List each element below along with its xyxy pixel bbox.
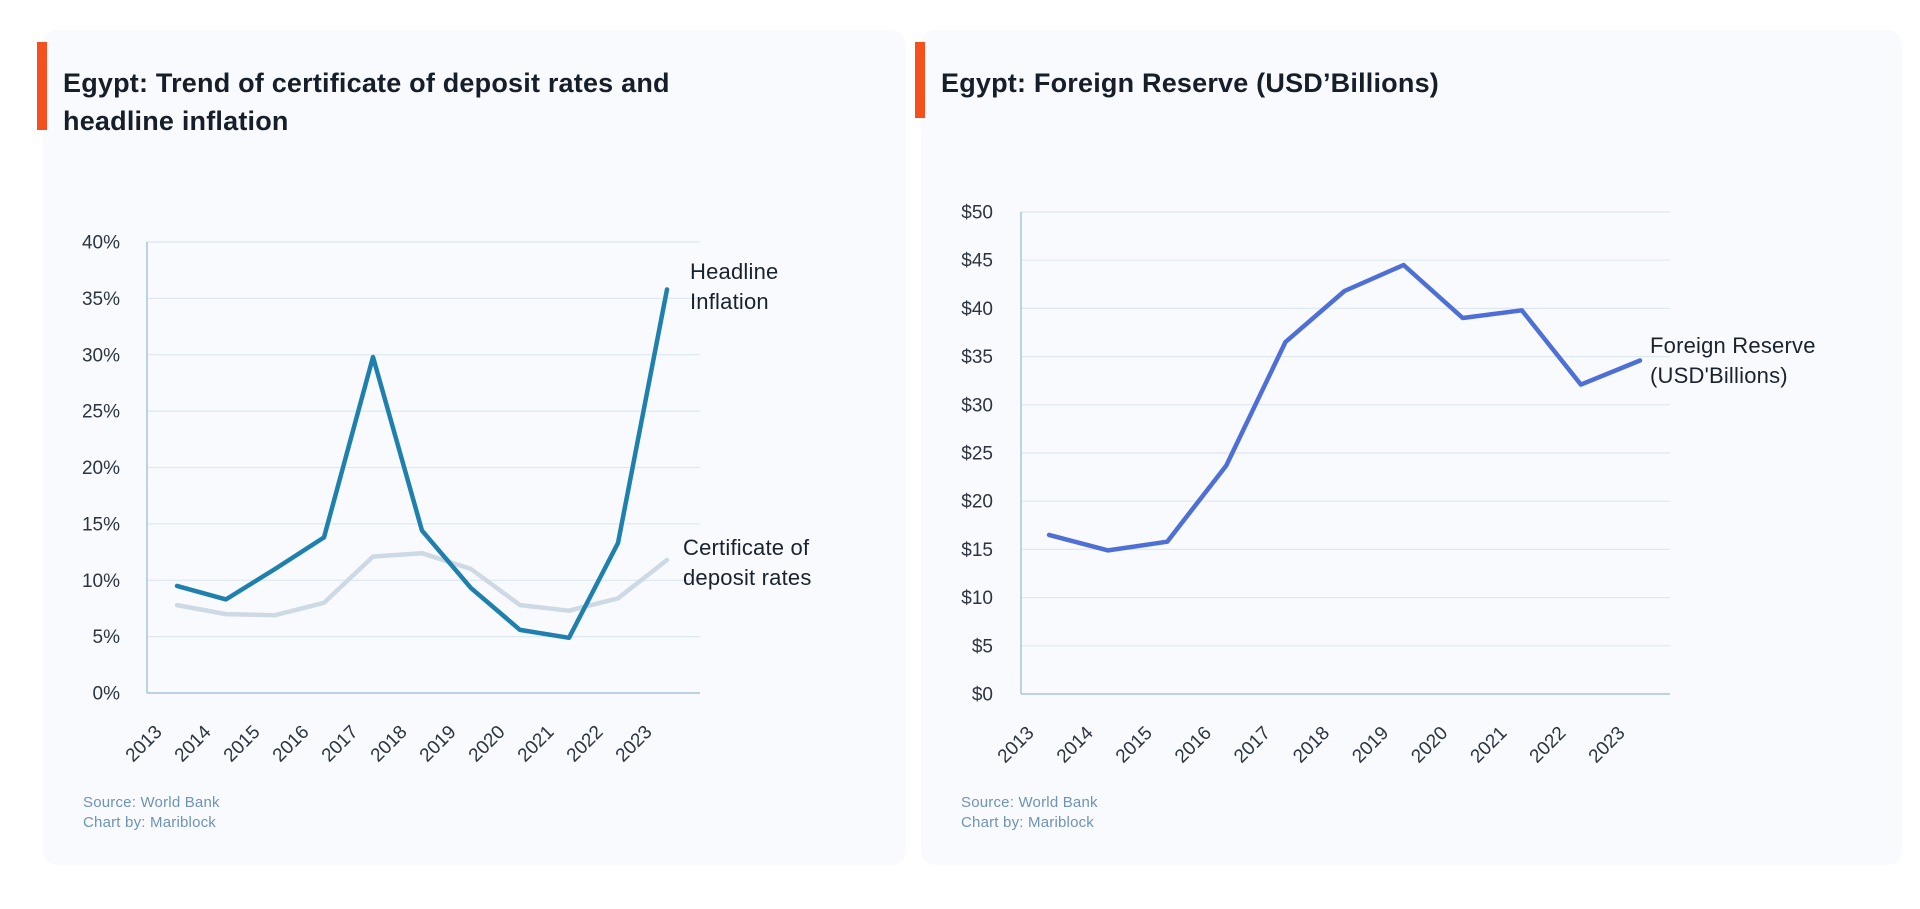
grid-lines <box>1021 211 1670 647</box>
y-tick-label: 35% <box>82 289 120 310</box>
x-tick-label: 2014 <box>1053 722 1098 767</box>
certificate-deposit-series-label-line-2: deposit rates <box>683 565 812 590</box>
y-tick-label: $0 <box>972 685 993 706</box>
x-tick-label: 2015 <box>1112 723 1157 768</box>
y-tick-label: 5% <box>93 627 121 648</box>
certificate-deposit-series-label: Certificate of deposit rates <box>683 533 812 593</box>
left-chart-title-line-1: Egypt: Trend of certificate of deposit r… <box>63 68 670 98</box>
y-tick-label: 0% <box>93 684 121 705</box>
axes <box>146 242 700 694</box>
right-chart-plot: $0 $5 $10 $15 $20 $25 $30 $35 $40 $45 $50 2013 2014 2… <box>921 30 1902 865</box>
right-source-line: Source: World Bank <box>961 794 1098 811</box>
x-tick-label: 2019 <box>416 722 461 767</box>
right-chart-card: Egypt: Foreign Reserve (USD’Billions) $0… <box>915 30 1902 865</box>
y-tick-label: $30 <box>961 395 993 416</box>
y-tick-label: $15 <box>961 540 993 561</box>
x-tick-label: 2018 <box>1289 723 1334 768</box>
foreign-reserve-series-label-line-2: (USD'Billions) <box>1650 363 1788 388</box>
y-tick-label: $35 <box>961 347 993 368</box>
x-tick-label: 2016 <box>1171 723 1216 768</box>
foreign-reserve-series-label: Foreign Reserve (USD'Billions) <box>1650 331 1816 391</box>
x-tick-label: 2023 <box>612 722 657 767</box>
y-tick-label: $40 <box>961 299 993 320</box>
y-tick-label: $50 <box>961 203 993 224</box>
x-tick-label: 2020 <box>1407 723 1452 768</box>
right-title-accent-bar <box>915 42 925 118</box>
right-chart-source: Source: World Bank Chart by: Mariblock <box>961 793 1098 833</box>
x-tick-label: 2013 <box>122 722 167 767</box>
left-chart-title-line-2: headline inflation <box>63 106 289 136</box>
x-axis-labels: 2013 2014 2015 2016 2017 2018 2019 2020 2021 2022… <box>994 722 1630 767</box>
y-tick-label: 25% <box>82 402 120 423</box>
axes <box>1020 212 1670 695</box>
y-axis-labels: $0 $5 $10 $15 $20 $25 $30 $35 $40 $45 $50 <box>961 203 993 706</box>
x-axis-labels: 2013 2014 2015 2016 2017 2018 2019 2020 2021 2022… <box>122 721 657 766</box>
grid-lines <box>147 241 700 638</box>
left-title-accent-bar <box>37 42 47 130</box>
x-tick-label: 2023 <box>1585 723 1630 768</box>
x-tick-label: 2014 <box>171 721 216 766</box>
series-line-foreign-reserve-usd-billions <box>1046 262 1643 553</box>
x-tick-label: 2022 <box>1526 723 1571 768</box>
right-chart-credit-line: Chart by: Mariblock <box>961 814 1095 831</box>
y-tick-label: $5 <box>972 636 993 657</box>
y-tick-label: 15% <box>82 514 120 535</box>
left-chart-title: Egypt: Trend of certificate of deposit r… <box>63 64 670 140</box>
left-source-line: Source: World Bank <box>83 794 220 811</box>
series-line-headline-inflation <box>174 287 670 641</box>
x-tick-label: 2021 <box>514 722 559 767</box>
headline-inflation-series-label-line-2: Inflation <box>690 289 769 314</box>
x-tick-label: 2018 <box>367 722 412 767</box>
foreign-reserve-series-label-line-1: Foreign Reserve <box>1650 333 1816 358</box>
left-chart-source: Source: World Bank Chart by: Mariblock <box>83 793 220 833</box>
x-tick-label: 2017 <box>318 722 363 767</box>
right-chart-title: Egypt: Foreign Reserve (USD’Billions) <box>941 64 1439 102</box>
x-tick-label: 2020 <box>465 722 510 767</box>
y-tick-label: 10% <box>82 571 120 592</box>
y-axis-labels: 0% 5% 10% 15% 20% 25% 30% 35% 40% <box>82 233 120 705</box>
right-chart-title-line-1: Egypt: Foreign Reserve (USD’Billions) <box>941 68 1439 98</box>
x-tick-label: 2013 <box>994 723 1039 768</box>
left-chart-svg: 0%5%10%15%20%25%30%35%40%2013 2014 2015 201… <box>82 233 700 766</box>
headline-inflation-series-label-line-1: Headline <box>690 259 779 284</box>
left-chart-plot: 0% 5% 10% 15% 20% 25% 30% 35% 40% 2013 2014 2015 201… <box>43 30 906 865</box>
y-tick-label: $20 <box>961 492 993 513</box>
y-tick-label: 20% <box>82 458 120 479</box>
y-tick-label: 40% <box>82 233 120 254</box>
headline-inflation-series-label: Headline Inflation <box>690 257 778 317</box>
x-tick-label: 2017 <box>1230 723 1275 768</box>
y-tick-label: $10 <box>961 588 993 609</box>
left-chart-card: Egypt: Trend of certificate of deposit r… <box>37 30 906 865</box>
x-tick-label: 2022 <box>563 722 608 767</box>
x-tick-label: 2019 <box>1348 723 1393 768</box>
certificate-deposit-series-label-line-1: Certificate of <box>683 535 810 560</box>
x-tick-label: 2021 <box>1467 723 1512 768</box>
y-tick-label: $25 <box>961 444 993 465</box>
y-tick-label: 30% <box>82 345 120 366</box>
x-tick-label: 2016 <box>269 722 314 767</box>
y-tick-label: $45 <box>961 251 993 272</box>
x-tick-label: 2015 <box>220 722 265 767</box>
left-chart-credit-line: Chart by: Mariblock <box>83 814 217 831</box>
